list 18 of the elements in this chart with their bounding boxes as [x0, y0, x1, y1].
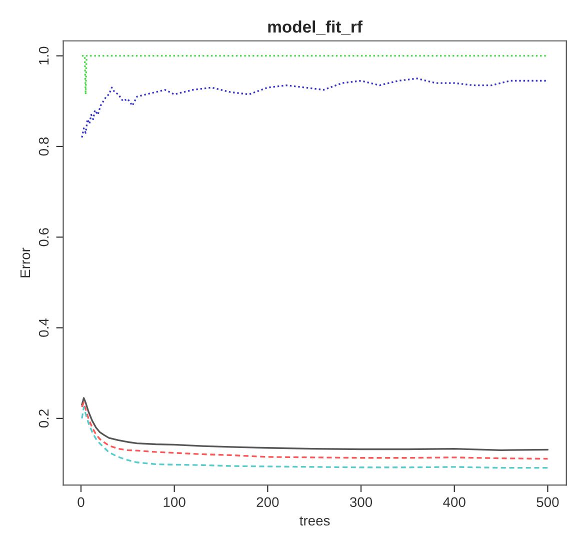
line-series — [81, 78, 549, 138]
x-tick-label: 500 — [536, 497, 559, 508]
y-axis-title: Error — [20, 248, 30, 278]
y-tick-label: 0.4 — [38, 318, 49, 337]
y-tick-label: 1.0 — [38, 46, 49, 64]
x-tick-label: 300 — [350, 497, 372, 508]
line-series — [81, 402, 549, 460]
x-axis-title: trees — [300, 516, 330, 526]
y-tick-label: 0.2 — [38, 409, 49, 428]
x-tick-label: 0 — [78, 497, 84, 508]
line-series — [81, 397, 549, 451]
line-series — [81, 406, 549, 469]
y-tick-label: 0.8 — [38, 137, 49, 156]
chart-title: model_fit_rf — [268, 20, 363, 35]
x-tick-label: 100 — [164, 497, 186, 508]
x-tick-label: 400 — [443, 497, 466, 508]
x-tick-label: 200 — [256, 497, 279, 508]
y-tick-label: 0.6 — [38, 228, 49, 246]
